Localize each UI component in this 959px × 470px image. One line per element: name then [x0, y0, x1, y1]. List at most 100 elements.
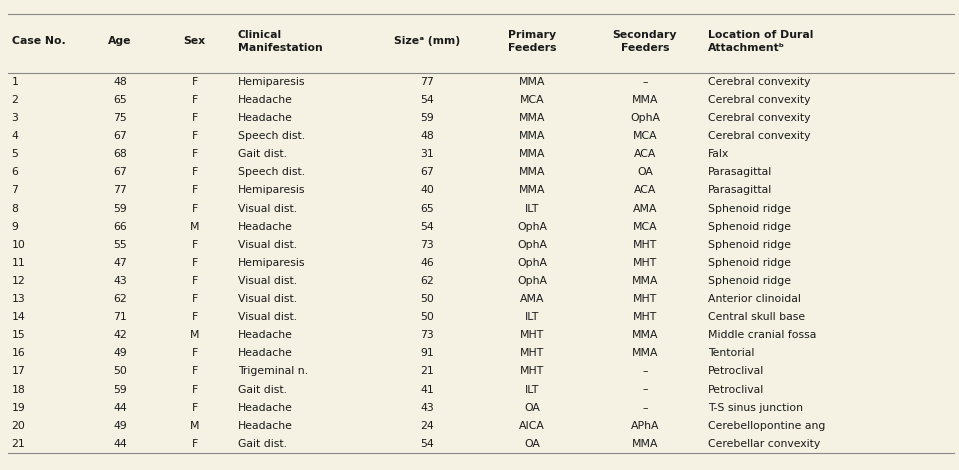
Text: Tentorial: Tentorial	[708, 348, 754, 358]
Text: 59: 59	[113, 204, 127, 213]
Text: 1: 1	[12, 77, 18, 87]
Text: Clinical
Manifestation: Clinical Manifestation	[238, 30, 322, 53]
Text: 4: 4	[12, 131, 18, 141]
Text: 50: 50	[113, 367, 127, 376]
Text: Petroclival: Petroclival	[708, 384, 764, 394]
Text: OphA: OphA	[517, 276, 548, 286]
Text: 7: 7	[12, 186, 18, 196]
Text: 43: 43	[113, 276, 127, 286]
Text: OA: OA	[525, 439, 540, 449]
Text: Case No.: Case No.	[12, 36, 65, 46]
Text: Hemiparesis: Hemiparesis	[238, 77, 305, 87]
Text: MHT: MHT	[633, 312, 657, 322]
Text: 42: 42	[113, 330, 127, 340]
Text: Headache: Headache	[238, 222, 292, 232]
Text: F: F	[192, 131, 198, 141]
Text: –: –	[643, 384, 647, 394]
Text: 41: 41	[420, 384, 434, 394]
Text: Headache: Headache	[238, 113, 292, 123]
Text: 15: 15	[12, 330, 25, 340]
Text: 49: 49	[113, 421, 127, 431]
Text: 47: 47	[113, 258, 127, 268]
Text: ILT: ILT	[526, 384, 539, 394]
Text: 43: 43	[420, 403, 434, 413]
Text: AMA: AMA	[633, 204, 657, 213]
Text: OA: OA	[637, 167, 653, 177]
Text: Cerebral convexity: Cerebral convexity	[708, 77, 810, 87]
Text: F: F	[192, 167, 198, 177]
Text: 21: 21	[12, 439, 25, 449]
Text: 11: 11	[12, 258, 25, 268]
Text: F: F	[192, 149, 198, 159]
Text: F: F	[192, 312, 198, 322]
Text: ILT: ILT	[526, 204, 539, 213]
Text: 73: 73	[420, 330, 434, 340]
Text: 12: 12	[12, 276, 25, 286]
Text: F: F	[192, 240, 198, 250]
Text: MMA: MMA	[632, 330, 658, 340]
Text: Sphenoid ridge: Sphenoid ridge	[708, 222, 791, 232]
Text: 62: 62	[420, 276, 434, 286]
Text: MMA: MMA	[519, 149, 546, 159]
Text: –: –	[643, 77, 647, 87]
Text: MMA: MMA	[519, 131, 546, 141]
Text: 5: 5	[12, 149, 18, 159]
Text: 65: 65	[420, 204, 434, 213]
Text: F: F	[192, 276, 198, 286]
Text: Sizeᵃ (mm): Sizeᵃ (mm)	[394, 36, 460, 46]
Text: Visual dist.: Visual dist.	[238, 276, 297, 286]
Text: 2: 2	[12, 95, 18, 105]
Text: Visual dist.: Visual dist.	[238, 312, 297, 322]
Text: F: F	[192, 403, 198, 413]
Text: Cerebral convexity: Cerebral convexity	[708, 95, 810, 105]
Text: 68: 68	[113, 149, 127, 159]
Text: Sex: Sex	[183, 36, 206, 46]
Text: Gait dist.: Gait dist.	[238, 384, 287, 394]
Text: 67: 67	[113, 131, 127, 141]
Text: MHT: MHT	[520, 330, 545, 340]
Text: 16: 16	[12, 348, 25, 358]
Text: Headache: Headache	[238, 403, 292, 413]
Text: MMA: MMA	[632, 348, 658, 358]
Text: Cerebellar convexity: Cerebellar convexity	[708, 439, 820, 449]
Text: 17: 17	[12, 367, 25, 376]
Text: Speech dist.: Speech dist.	[238, 131, 305, 141]
Text: Headache: Headache	[238, 330, 292, 340]
Text: 55: 55	[113, 240, 127, 250]
Text: F: F	[192, 77, 198, 87]
Text: F: F	[192, 186, 198, 196]
Text: OphA: OphA	[517, 222, 548, 232]
Text: 6: 6	[12, 167, 18, 177]
Text: 66: 66	[113, 222, 127, 232]
Text: ACA: ACA	[634, 149, 656, 159]
Text: Cerebellopontine ang: Cerebellopontine ang	[708, 421, 825, 431]
Text: M: M	[190, 222, 199, 232]
Text: Hemiparesis: Hemiparesis	[238, 258, 305, 268]
Text: AMA: AMA	[520, 294, 545, 304]
Text: 73: 73	[420, 240, 434, 250]
Text: MMA: MMA	[632, 276, 658, 286]
Text: Speech dist.: Speech dist.	[238, 167, 305, 177]
Text: Cerebral convexity: Cerebral convexity	[708, 131, 810, 141]
Text: 3: 3	[12, 113, 18, 123]
Text: 59: 59	[113, 384, 127, 394]
Text: Visual dist.: Visual dist.	[238, 204, 297, 213]
Text: ILT: ILT	[526, 312, 539, 322]
Text: –: –	[643, 367, 647, 376]
Text: F: F	[192, 113, 198, 123]
Text: Sphenoid ridge: Sphenoid ridge	[708, 258, 791, 268]
Text: MCA: MCA	[520, 95, 545, 105]
Text: ACA: ACA	[634, 186, 656, 196]
Text: T-S sinus junction: T-S sinus junction	[708, 403, 803, 413]
Text: Middle cranial fossa: Middle cranial fossa	[708, 330, 816, 340]
Text: M: M	[190, 421, 199, 431]
Text: F: F	[192, 384, 198, 394]
Text: OphA: OphA	[517, 240, 548, 250]
Text: MHT: MHT	[520, 367, 545, 376]
Text: Visual dist.: Visual dist.	[238, 240, 297, 250]
Text: OphA: OphA	[517, 258, 548, 268]
Text: F: F	[192, 95, 198, 105]
Text: 77: 77	[420, 77, 434, 87]
Text: 75: 75	[113, 113, 127, 123]
Text: F: F	[192, 439, 198, 449]
